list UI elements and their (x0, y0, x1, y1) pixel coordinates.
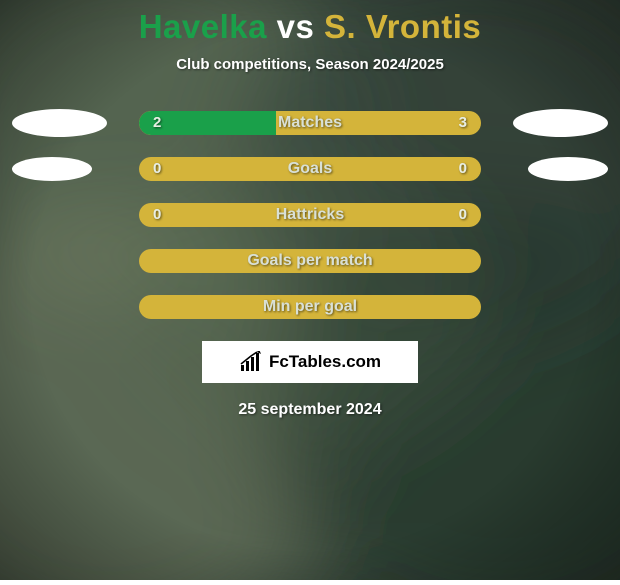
player2-avatar (513, 109, 608, 137)
stat-bar: Matches23 (139, 111, 481, 135)
stat-bar: Goals0 0 (139, 157, 481, 181)
player1-avatar (12, 157, 92, 181)
player2-avatar (528, 157, 608, 181)
player2-name: S. Vrontis (324, 8, 481, 45)
stat-rows: Matches23Goals00Hattricks00Goals per mat… (0, 111, 620, 319)
player1-name: Havelka (139, 8, 267, 45)
stat-row: Goals0 0 (0, 157, 620, 181)
stat-value-left: 0 (153, 157, 161, 181)
logo-text: FcTables.com (269, 352, 381, 372)
stat-label: Hattricks (139, 203, 481, 227)
player1-avatar (12, 109, 107, 137)
stat-value-right: 0 (459, 157, 467, 181)
stat-bar: Goals per match (139, 249, 481, 273)
vs-label: vs (277, 8, 315, 45)
stat-row: Goals per match (0, 249, 620, 273)
stat-bar: Hattricks0 0 (139, 203, 481, 227)
stat-label: Goals (139, 157, 481, 181)
stat-row: Matches23 (0, 111, 620, 135)
bar-left-fill (139, 111, 276, 135)
stat-value-right: 0 (459, 203, 467, 227)
logo-icon (239, 351, 265, 373)
stat-value-left: 0 (153, 203, 161, 227)
stat-value-right: 3 (459, 111, 467, 135)
content: Havelka vs S. Vrontis Club competitions,… (0, 0, 620, 580)
stat-label: Goals per match (139, 249, 481, 273)
subtitle: Club competitions, Season 2024/2025 (0, 56, 620, 73)
stat-bar: Min per goal (139, 295, 481, 319)
stat-row: Min per goal (0, 295, 620, 319)
logo-box: FcTables.com (202, 341, 418, 383)
stat-label: Min per goal (139, 295, 481, 319)
stat-row: Hattricks0 0 (0, 203, 620, 227)
comparison-title: Havelka vs S. Vrontis (0, 8, 620, 46)
date-label: 25 september 2024 (0, 401, 620, 419)
